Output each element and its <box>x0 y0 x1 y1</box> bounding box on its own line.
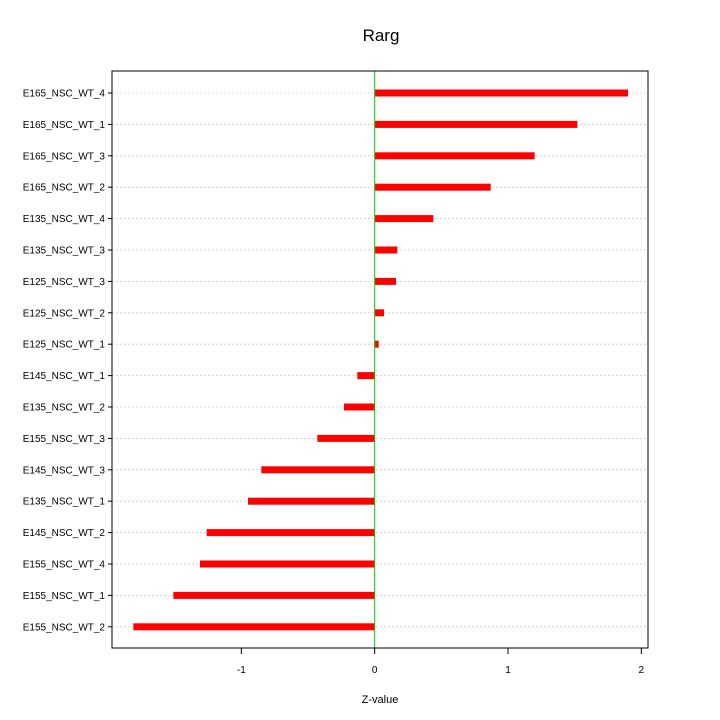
bar-e145-nsc-wt-3 <box>261 466 375 474</box>
y-tick-label: E155_NSC_WT_2 <box>23 622 106 633</box>
bar-e135-nsc-wt-3 <box>374 246 398 254</box>
bar-e165-nsc-wt-3 <box>374 152 535 160</box>
y-tick-label: E135_NSC_WT_2 <box>23 403 106 414</box>
bar-e135-nsc-wt-1 <box>248 497 375 505</box>
bar-e155-nsc-wt-3 <box>317 434 375 442</box>
y-tick-label: E165_NSC_WT_3 <box>23 151 106 162</box>
bar-e165-nsc-wt-4 <box>374 89 628 97</box>
bar-e125-nsc-wt-1 <box>374 340 379 348</box>
y-tick-label: E125_NSC_WT_3 <box>23 277 106 288</box>
y-tick-label: E155_NSC_WT_4 <box>23 560 106 571</box>
bar-e145-nsc-wt-1 <box>357 372 375 380</box>
y-tick-label: E155_NSC_WT_3 <box>23 434 106 445</box>
y-tick-label: E165_NSC_WT_4 <box>23 89 106 100</box>
x-tick-label: 1 <box>505 665 511 676</box>
y-tick-label: E135_NSC_WT_1 <box>23 497 106 508</box>
y-tick-label: E165_NSC_WT_1 <box>23 120 106 131</box>
bar-e135-nsc-wt-4 <box>374 215 434 223</box>
bars <box>133 89 628 631</box>
x-tick-label: -1 <box>237 665 246 676</box>
y-tick-labels: E165_NSC_WT_4 E165_NSC_WT_1 E165_NSC_WT_3 E… <box>23 89 112 633</box>
bar-e135-nsc-wt-2 <box>344 403 375 411</box>
bar-e165-nsc-wt-2 <box>374 183 491 191</box>
y-tick-label: E135_NSC_WT_4 <box>23 214 106 225</box>
y-tick-label: E155_NSC_WT_1 <box>23 591 106 602</box>
bar-e155-nsc-wt-2 <box>133 623 375 631</box>
bar-e155-nsc-wt-1 <box>173 591 375 599</box>
chart-title: Rarg <box>363 26 400 45</box>
bar-e165-nsc-wt-1 <box>374 120 578 128</box>
y-tick-label: E125_NSC_WT_1 <box>23 340 106 351</box>
bar-e125-nsc-wt-3 <box>374 277 396 285</box>
x-axis: -1 0 1 2 <box>237 647 645 676</box>
x-tick-label: 2 <box>639 665 645 676</box>
bar-e145-nsc-wt-2 <box>206 529 375 537</box>
y-tick-label: E145_NSC_WT_1 <box>23 371 106 382</box>
y-tick-label: E145_NSC_WT_3 <box>23 465 106 476</box>
bar-e125-nsc-wt-2 <box>374 309 384 317</box>
y-tick-label: E125_NSC_WT_2 <box>23 308 106 319</box>
y-tick-label: E145_NSC_WT_2 <box>23 528 106 539</box>
grid-lines <box>112 92 648 628</box>
bar-e155-nsc-wt-4 <box>200 560 375 568</box>
y-tick-label: E165_NSC_WT_2 <box>23 183 106 194</box>
x-axis-label: Z-value <box>362 694 399 706</box>
y-tick-label: E135_NSC_WT_3 <box>23 246 106 257</box>
x-tick-label: 0 <box>372 665 378 676</box>
